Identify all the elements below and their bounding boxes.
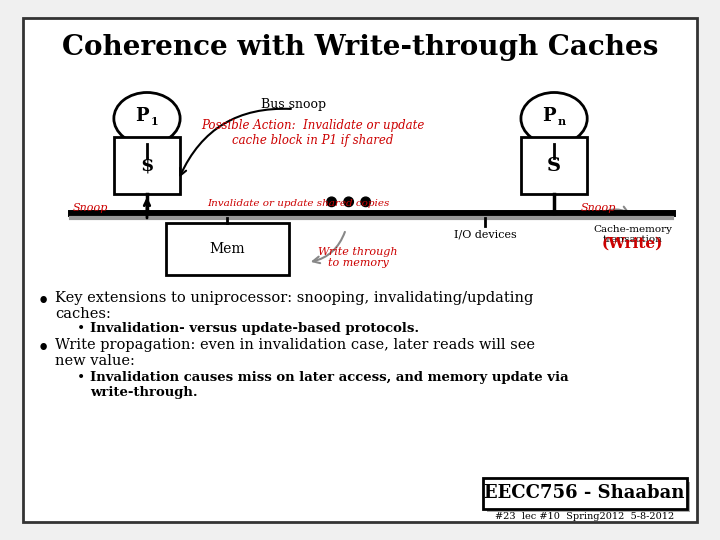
FancyArrowPatch shape [180, 109, 291, 176]
Text: 1: 1 [150, 116, 158, 127]
Ellipse shape [521, 92, 588, 145]
Text: P: P [543, 107, 556, 125]
Text: I/O devices: I/O devices [454, 229, 516, 239]
Circle shape [361, 197, 370, 207]
Text: $: $ [140, 157, 154, 175]
FancyBboxPatch shape [23, 18, 697, 522]
FancyArrowPatch shape [313, 232, 345, 263]
Text: Invalidation- versus update-based protocols.: Invalidation- versus update-based protoc… [90, 322, 419, 335]
Bar [166, 222, 289, 275]
Bar [114, 138, 180, 194]
Text: •: • [36, 338, 50, 360]
Text: Key extensions to uniprocessor: snooping, invalidating/updating
caches:: Key extensions to uniprocessor: snooping… [55, 291, 534, 321]
Text: #23  lec #10  Spring2012  5-8-2012: #23 lec #10 Spring2012 5-8-2012 [495, 511, 674, 521]
Text: •: • [76, 372, 85, 386]
Circle shape [327, 197, 336, 207]
Bar [521, 138, 588, 194]
Text: Invalidate or update shared copies: Invalidate or update shared copies [207, 199, 390, 208]
Text: Write propagation: even in invalidation case, later reads will see
new value:: Write propagation: even in invalidation … [55, 338, 535, 368]
Text: EECC756 - Shaaban: EECC756 - Shaaban [484, 484, 685, 502]
Circle shape [344, 197, 354, 207]
Text: (Write): (Write) [602, 237, 663, 251]
Text: Bus snoop: Bus snoop [261, 98, 325, 111]
FancyArrowPatch shape [597, 207, 628, 216]
Text: Snoop: Snoop [73, 204, 108, 213]
Text: Possible Action:  Invalidate or update
cache block in P1 if shared: Possible Action: Invalidate or update ca… [201, 119, 424, 147]
FancyBboxPatch shape [483, 478, 687, 509]
Text: •: • [76, 322, 85, 336]
Text: Cache-memory
transaction: Cache-memory transaction [593, 225, 672, 244]
Text: Invalidation causes miss on later access, and memory update via
write-through.: Invalidation causes miss on later access… [90, 372, 569, 399]
Ellipse shape [114, 92, 180, 145]
FancyBboxPatch shape [487, 482, 690, 512]
Text: S: S [547, 157, 561, 175]
Text: •: • [36, 291, 50, 313]
Text: n: n [557, 116, 566, 127]
Text: Coherence with Write-through Caches: Coherence with Write-through Caches [62, 34, 658, 61]
Text: Snoop: Snoop [581, 204, 616, 213]
Text: Write through
to memory: Write through to memory [318, 247, 398, 268]
Text: Mem: Mem [210, 242, 246, 256]
Text: P: P [135, 107, 149, 125]
